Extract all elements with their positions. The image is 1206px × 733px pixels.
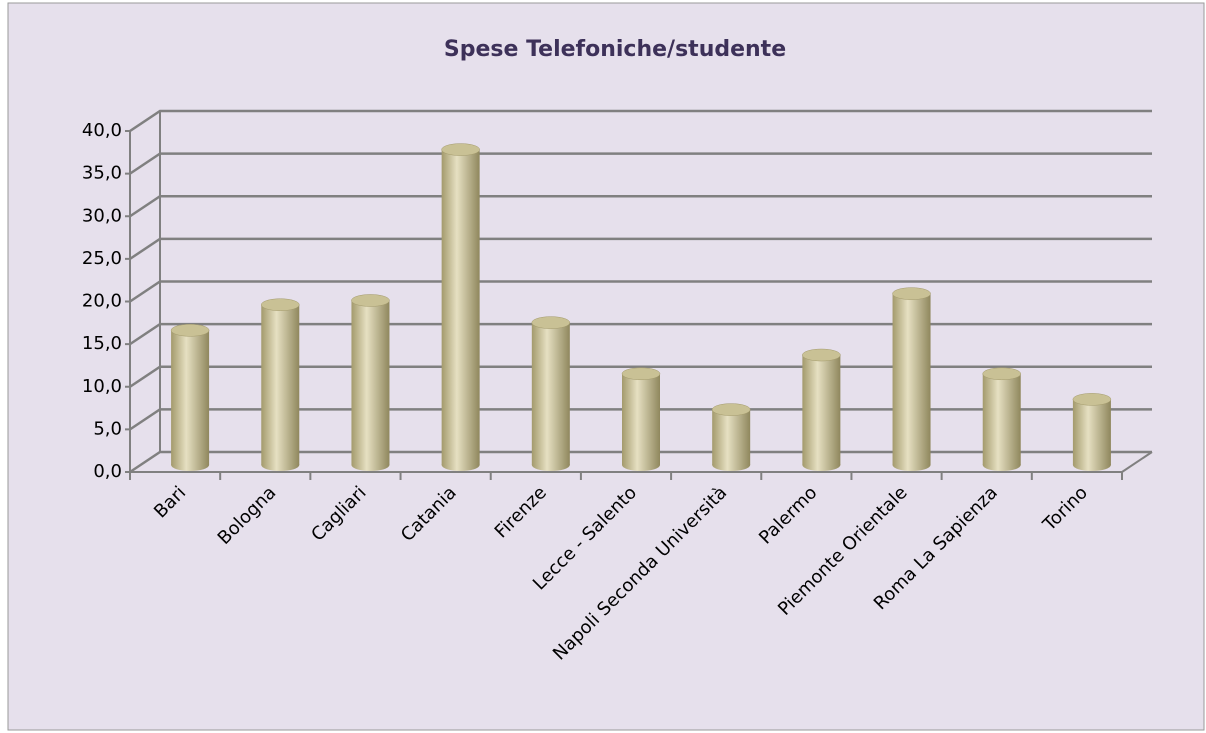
y-tick-label: 25,0	[82, 248, 122, 269]
bar-top	[170, 324, 210, 337]
bar-top	[621, 367, 661, 381]
bar-body	[171, 330, 210, 465]
bar-body	[802, 355, 841, 465]
bar-body	[351, 300, 390, 465]
bar-body	[892, 293, 931, 465]
bar	[170, 324, 210, 471]
bar-body	[1072, 399, 1111, 465]
bar-top	[711, 403, 751, 416]
bar-top	[1072, 393, 1112, 406]
bar	[351, 294, 390, 471]
bar-top	[531, 316, 571, 329]
bar-body	[261, 304, 300, 465]
bar-top	[892, 287, 931, 300]
bar	[621, 367, 661, 471]
grid-line	[129, 322, 1152, 346]
y-tick-label: 15,0	[82, 333, 122, 354]
bar-body	[531, 322, 570, 465]
bar-top	[982, 367, 1021, 381]
bar-top	[441, 143, 480, 156]
y-tick-label: 5,0	[93, 418, 122, 439]
y-tick-label: 10,0	[82, 376, 122, 397]
chart-title: Spese Telefoniche/studente	[444, 37, 786, 62]
bar	[441, 143, 480, 471]
bar-body	[712, 409, 751, 465]
bar-body	[982, 373, 1021, 465]
grid-line	[129, 109, 1152, 133]
grid-line	[129, 152, 1152, 175]
bar	[1072, 393, 1112, 471]
y-tick-label: 0,0	[93, 461, 122, 482]
bar-top	[802, 348, 841, 362]
y-tick-label: 40,0	[82, 120, 122, 141]
bar	[892, 287, 931, 471]
bar	[261, 298, 300, 471]
y-tick-label: 20,0	[82, 291, 122, 312]
bar-top	[261, 298, 300, 311]
bar	[711, 403, 751, 471]
grid-line	[129, 280, 1152, 303]
axis-line	[1121, 451, 1153, 473]
bar	[982, 367, 1021, 471]
y-tick-label: 30,0	[82, 205, 122, 226]
bar-body	[622, 373, 660, 465]
bar	[531, 316, 571, 471]
bar-body	[441, 149, 480, 465]
bar-top	[351, 294, 390, 307]
bar	[802, 348, 841, 471]
grid-line	[129, 237, 1152, 260]
y-tick-label: 35,0	[82, 163, 122, 184]
grid-line	[129, 195, 1152, 218]
